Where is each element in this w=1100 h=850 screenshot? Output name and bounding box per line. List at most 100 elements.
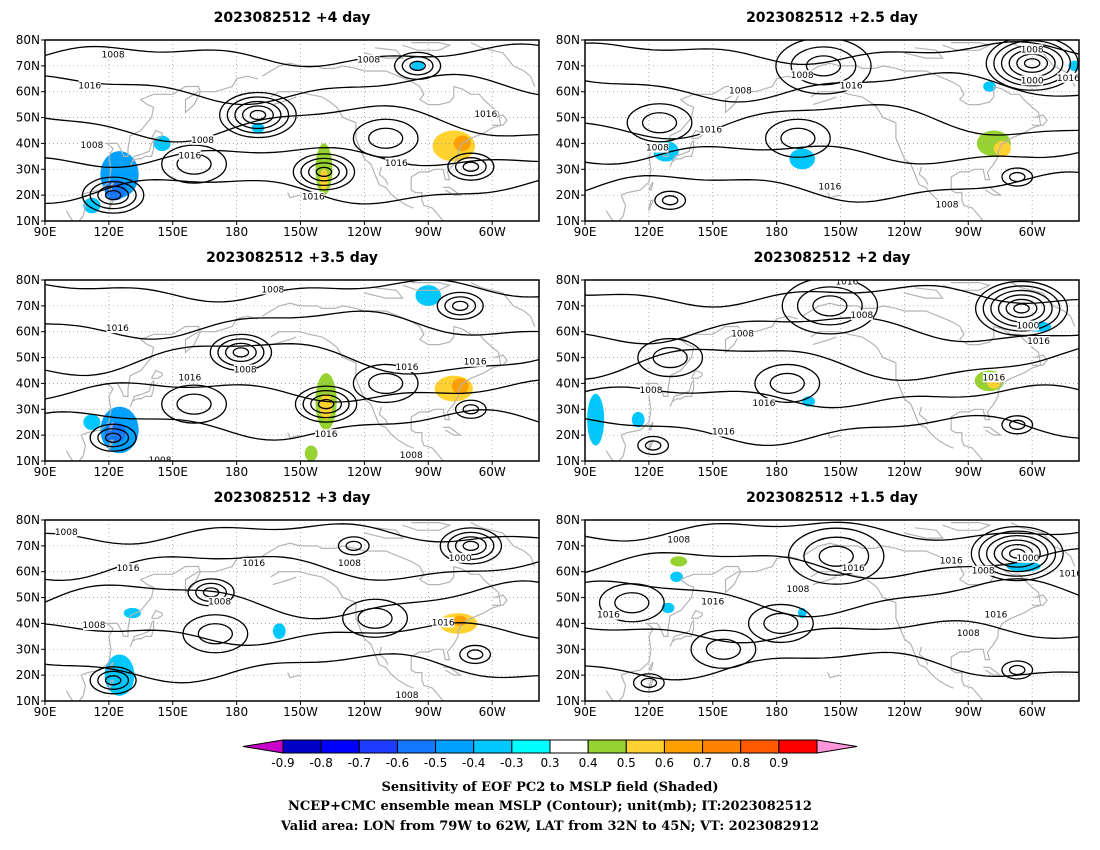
y-tick-label: 10N (556, 214, 580, 228)
isobar-ring (182, 614, 249, 654)
sensitivity-blob (631, 411, 645, 428)
colorbar-label: -0.4 (462, 756, 485, 770)
isobar-ring (805, 55, 842, 77)
isobar-ring (818, 545, 854, 567)
contour-label-bg (338, 557, 361, 568)
caption-title: Sensitivity of EOF PC2 to MSLP field (Sh… (381, 780, 718, 795)
x-tick-label: 120W (347, 705, 382, 719)
x-tick-label: 120E (634, 705, 665, 719)
contour-label-bg (395, 361, 418, 372)
y-tick-label: 80N (16, 513, 40, 527)
x-tick-label: 90W (955, 465, 982, 479)
y-tick-label: 30N (556, 642, 580, 656)
contour-label-bg (712, 426, 735, 437)
tick-marks (41, 519, 493, 705)
contour-label: 1016 (117, 564, 140, 574)
colorbar-label: 0.5 (617, 756, 636, 770)
coastline (904, 47, 944, 59)
isobar-ring (97, 428, 130, 448)
isobar (585, 347, 1079, 382)
isobar-ring (454, 399, 487, 419)
contour-label-bg (940, 555, 963, 566)
contour-label-bg (701, 596, 724, 607)
isobar-ring (974, 280, 1069, 337)
isobar (585, 171, 1079, 203)
colorbar-bin (549, 739, 589, 754)
x-tick-label: 90E (574, 465, 597, 479)
y-tick-label: 10N (16, 694, 40, 708)
contour-label: 1008 (80, 141, 103, 151)
x-tick-label: 90E (34, 225, 57, 239)
contour-label: 1016 (396, 363, 419, 373)
x-tick-label: 120W (887, 705, 922, 719)
contour-label-bg (449, 552, 472, 563)
y-tick-label: 70N (16, 59, 40, 73)
map-area: 1016 1008 1000 1016 1008 1008 1016 1016 1016 (585, 280, 1079, 461)
x-tick-label: 90W (415, 465, 442, 479)
y-tick-label: 20N (556, 428, 580, 442)
y-tick-label: 10N (556, 454, 580, 468)
contour-label: 1008 (786, 585, 809, 595)
coastline (669, 139, 695, 167)
contour-label: 1016 (818, 182, 841, 192)
contour-label: 1008 (729, 87, 752, 97)
y-tick-label: 20N (556, 188, 580, 202)
panel-3: 2023082512 +3.5 day100810161008101610161… (16, 250, 540, 479)
isobar-ring (985, 40, 1079, 91)
coastline (918, 646, 929, 666)
isobar-ring (466, 649, 484, 660)
x-tick-label: 180 (225, 225, 248, 239)
contour-label-bg (1021, 44, 1044, 55)
isobar-ring (764, 118, 831, 158)
isobar (585, 72, 1079, 103)
y-tick-label: 70N (556, 59, 580, 73)
y-tick-label: 50N (556, 591, 580, 605)
map-area: 1008 1016 1016 1008 1000 1008 1008 1016 1008 (45, 520, 539, 701)
map-area: 1008 1016 1016 1000 1008 1016 1008 1016 1016 1008… (585, 520, 1079, 701)
isobar (45, 179, 539, 205)
contour-label-bg (1016, 552, 1039, 563)
x-tick-label: 90W (415, 705, 442, 719)
contour-label-bg (1021, 75, 1044, 86)
contour-label-bg (464, 356, 487, 367)
isobar-ring (459, 644, 492, 665)
isobar (45, 343, 539, 377)
isobar (585, 284, 1079, 308)
x-tick-label: 180 (765, 705, 788, 719)
isobar-ring (1008, 171, 1026, 183)
isobar-ring (368, 372, 404, 395)
contour-label: 1016 (1057, 74, 1080, 84)
contour-label: 1016 (432, 618, 455, 628)
contour-label: 1000 (1016, 554, 1039, 564)
isobar-ring (614, 592, 650, 614)
y-tick-label: 30N (16, 642, 40, 656)
colorbar-low-arrow (242, 739, 284, 754)
x-tick-label: 90E (34, 465, 57, 479)
panels: 2023082512 +4 day 1008 1016 1008 1008 1008 101… (16, 10, 1080, 719)
contour-label: 1008 (972, 567, 995, 577)
contour-label-bg (786, 583, 809, 594)
panel-title: 2023082512 +4 day (214, 10, 371, 26)
x-tick-label: 150W (283, 465, 318, 479)
x-tick-label: 90W (415, 225, 442, 239)
isobar-ring (394, 51, 442, 81)
panel-title: 2023082512 +1.5 day (746, 490, 918, 506)
contour-label: 1008 (731, 329, 754, 339)
contour-label: 1016 (752, 399, 775, 409)
isobar (45, 105, 539, 143)
coastline (648, 181, 654, 191)
map-frame (584, 279, 1080, 462)
isobar-ring (249, 109, 267, 121)
coastline (378, 166, 389, 186)
contour-label: 1008 (149, 456, 172, 466)
contour-label-bg (106, 323, 129, 334)
coastline (443, 186, 463, 196)
x-tick-label: 180 (225, 465, 248, 479)
x-tick-label: 150W (823, 465, 858, 479)
y-tick-label: 70N (16, 539, 40, 553)
contour-label: 1008 (936, 200, 959, 210)
isobar-ring (104, 432, 122, 443)
isobar-ring (812, 295, 848, 317)
sensitivity-blob (496, 166, 510, 198)
coastline (983, 426, 1003, 436)
